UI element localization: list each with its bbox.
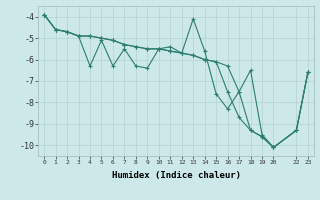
X-axis label: Humidex (Indice chaleur): Humidex (Indice chaleur) [111, 171, 241, 180]
